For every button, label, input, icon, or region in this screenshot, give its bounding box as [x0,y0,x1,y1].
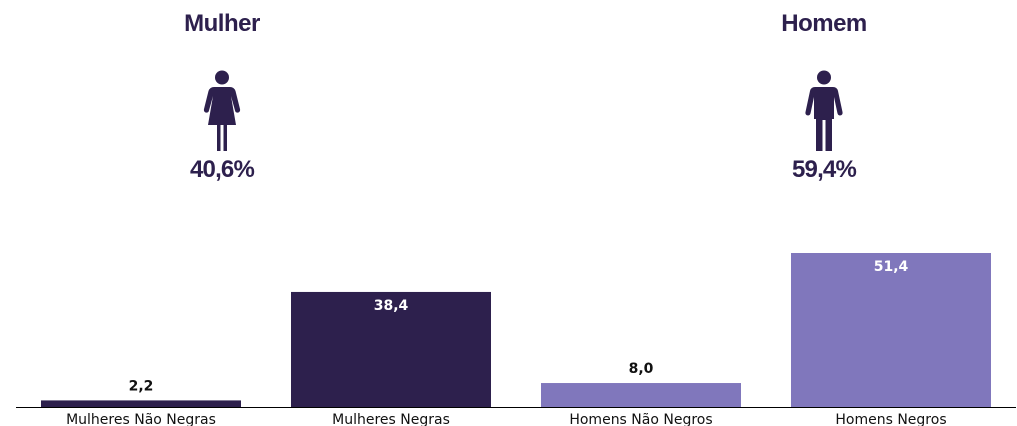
bar-value-label: 38,4 [374,298,409,314]
bar-value-label: 8,0 [629,361,654,377]
x-tick-label: Mulheres Não Negras [66,412,216,426]
x-tick-label: Mulheres Negras [332,412,450,426]
bar [541,383,741,407]
bar-value-label: 2,2 [129,378,154,394]
x-tick-label: Homens Não Negros [569,412,712,426]
x-tick-label: Homens Negros [835,412,946,426]
bar [791,253,991,407]
bar [41,400,241,407]
bar-value-label: 51,4 [874,259,909,275]
